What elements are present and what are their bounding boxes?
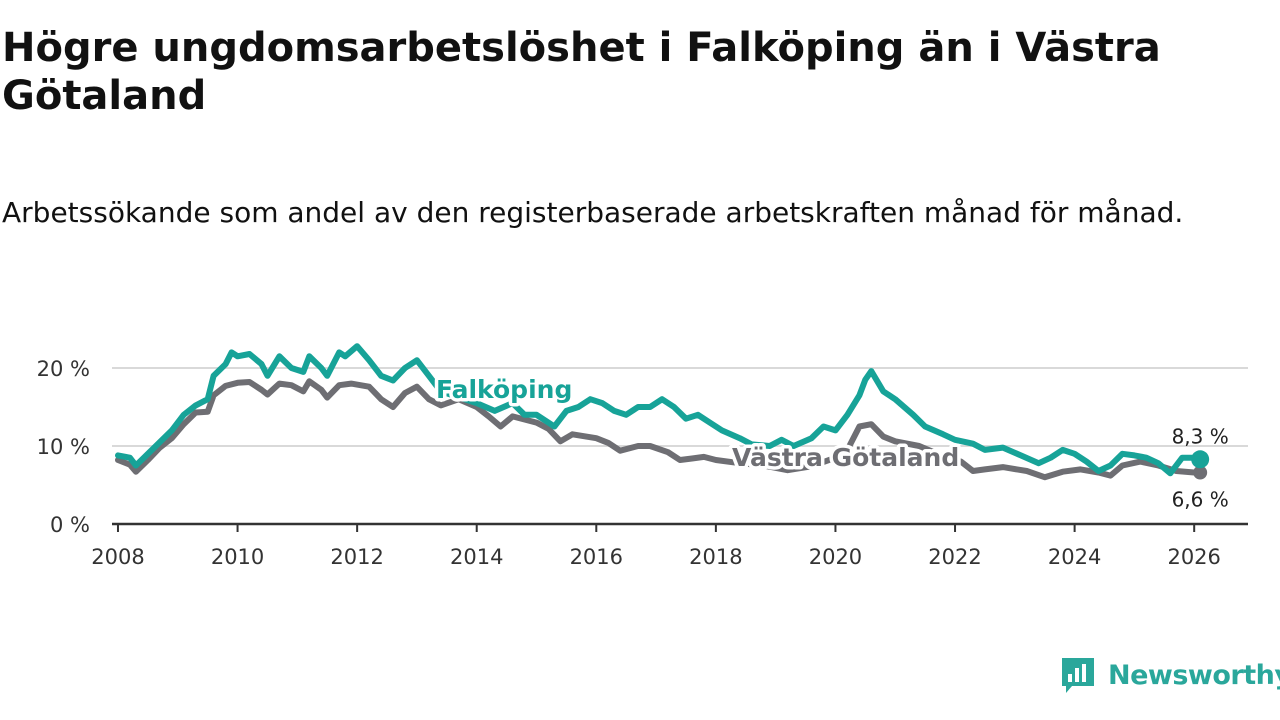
- end-label-vastra-gotaland: 6,6 %: [1172, 488, 1229, 512]
- series-label-vastra-gotaland-halo: Västra Götaland: [732, 443, 959, 472]
- y-tick-label: 20 %: [37, 357, 90, 381]
- x-tick-label: 2014: [450, 545, 503, 569]
- end-marker-vastra-gotaland: [1193, 465, 1208, 480]
- x-tick-label: 2012: [330, 545, 383, 569]
- x-tick-label: 2020: [809, 545, 862, 569]
- series-lines: [115, 343, 1210, 481]
- end-marker-falkoping: [1191, 450, 1210, 469]
- end-label-falkoping: 8,3 %: [1172, 424, 1229, 448]
- x-tick-label: 2010: [211, 545, 264, 569]
- brand-logo: Newsworthy: [1060, 655, 1280, 695]
- grid-lines: [112, 367, 1248, 526]
- series-label-falkoping: Falköping: [436, 375, 572, 404]
- brand-name: Newsworthy: [1108, 659, 1280, 691]
- axis-ticks: 0 % 10 % 20 % 2008 2010 2012 2014 2016 2018 2020 2…: [37, 357, 1221, 569]
- x-tick-label: 2026: [1167, 545, 1220, 569]
- newsworthy-logo-icon: [1062, 658, 1094, 693]
- series-line-vastra-gotaland: [115, 378, 1204, 481]
- x-tick-label: 2016: [570, 545, 623, 569]
- series-label-vastra-gotaland: Västra Götaland: [732, 443, 959, 472]
- chart-title: Högre ungdomsarbetslöshet i Falköping än…: [2, 25, 1161, 119]
- x-tick-label: 2018: [689, 545, 742, 569]
- chart-subtitle: Arbetssökande som andel av den registerb…: [2, 196, 1184, 229]
- x-tick-label: 2024: [1048, 545, 1101, 569]
- y-tick-label: 10 %: [37, 435, 90, 459]
- x-tick-label: 2022: [928, 545, 981, 569]
- y-tick-label: 0 %: [50, 513, 90, 537]
- series-label-falkoping-halo: Falköping: [436, 375, 572, 404]
- x-tick-label: 2008: [91, 545, 144, 569]
- series-line-falkoping: [115, 343, 1204, 477]
